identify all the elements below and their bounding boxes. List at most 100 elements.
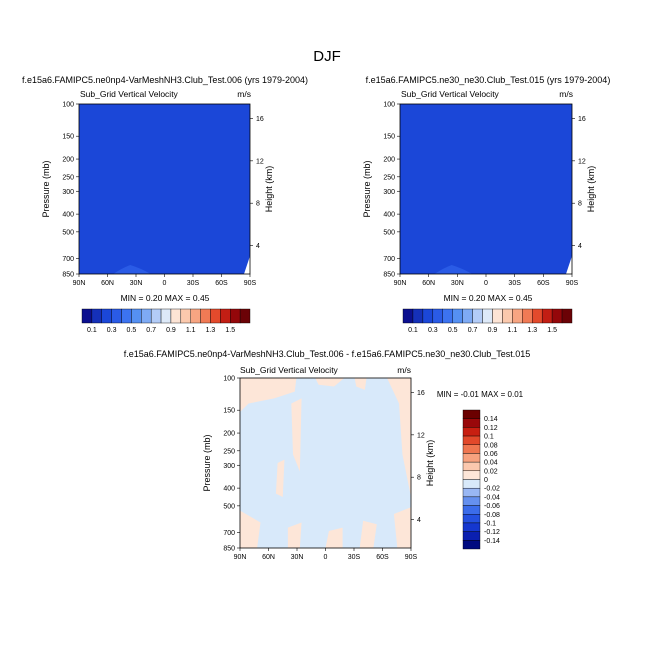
x-tick-label: 60N	[262, 554, 275, 561]
colorbar-swatch	[462, 540, 481, 550]
colorbar-label: 0.1	[87, 327, 97, 334]
plot-area: 100 150 200 250 300 400 500 700 850 16 12 8 4 90N 60N 3…	[202, 376, 435, 562]
panel-subtitle: Sub_Grid Vertical Velocity	[240, 365, 339, 375]
min-max-label: MIN = -0.01 MAX = 0.01	[437, 390, 524, 399]
x-tick-label: 30N	[451, 280, 464, 287]
panel-subtitle: Sub_Grid Vertical Velocity	[80, 89, 179, 99]
y-tick-label: 200	[62, 157, 74, 164]
x-tick-label: 90N	[73, 280, 86, 287]
field-background	[240, 378, 411, 548]
colorbar-swatch	[200, 308, 211, 324]
colorbar-swatch	[462, 453, 481, 463]
y-tick-label: 500	[223, 503, 235, 510]
min-max-label: MIN = 0.20 MAX = 0.45	[121, 293, 210, 303]
units-label: m/s	[237, 89, 251, 99]
y-tick-label: 300	[223, 463, 235, 470]
colorbar-label: 1.1	[507, 327, 517, 334]
colorbar: 0.14 0.12 0.10.08 0.06 0.040.02 0 -0.02-0.04 -0…	[462, 409, 500, 550]
y2-tick-label: 8	[578, 201, 582, 208]
figure-title: DJF	[313, 48, 341, 65]
colorbar-swatch	[462, 461, 481, 472]
colorbar-label: 0.08	[484, 442, 498, 449]
y-tick-label: 150	[383, 134, 395, 141]
colorbar-swatch	[150, 308, 162, 324]
units-label: m/s	[397, 365, 411, 375]
colorbar-label: -0.14	[484, 538, 500, 545]
field-background	[400, 104, 572, 274]
y2-tick-label: 12	[256, 158, 264, 165]
panel-title: f.e15a6.FAMIPC5.ne30_ne30.Club_Test.015 …	[366, 75, 611, 85]
x-tick-label: 0	[484, 280, 488, 287]
x-tick-label: 60S	[376, 554, 389, 561]
min-max-label: MIN = 0.20 MAX = 0.45	[444, 293, 533, 303]
colorbar-label: 1.1	[186, 327, 196, 334]
y2-tick-label: 4	[417, 517, 421, 524]
y-axis-label: Pressure (mb)	[202, 434, 212, 491]
y-tick-label: 700	[223, 530, 235, 537]
y-tick-label: 250	[62, 174, 74, 181]
y2-tick-label: 8	[256, 201, 260, 208]
colorbar-label: -0.12	[484, 529, 500, 536]
y2-axis-label: Height (km)	[586, 166, 596, 213]
y2-tick-label: 8	[417, 475, 421, 482]
x-tick-label: 60N	[422, 280, 435, 287]
colorbar-swatch	[412, 308, 424, 324]
colorbar-swatch	[432, 308, 443, 324]
colorbar-label: -0.06	[484, 503, 500, 510]
colorbar-swatch	[462, 444, 481, 454]
x-tick-label: 90S	[405, 554, 418, 561]
y-tick-label: 400	[223, 486, 235, 493]
colorbar-label: 1.5	[547, 327, 557, 334]
colorbar-label: 0.7	[468, 327, 478, 334]
colorbar-swatch	[101, 308, 112, 324]
colorbar-label: 0.3	[428, 327, 438, 334]
colorbar-swatch	[472, 308, 483, 324]
colorbar-label: -0.08	[484, 512, 500, 519]
colorbar-swatch	[442, 308, 453, 324]
colorbar-swatch	[462, 496, 481, 506]
surface-feature	[113, 265, 151, 274]
positive-region	[359, 520, 377, 548]
y-tick-label: 700	[383, 256, 395, 263]
x-tick-label: 60S	[215, 280, 228, 287]
x-tick-label: 90S	[244, 280, 257, 287]
colorbar-swatch	[522, 308, 533, 324]
x-tick-label: 0	[324, 554, 328, 561]
y-tick-label: 100	[223, 376, 235, 383]
colorbar-swatch	[230, 308, 241, 324]
colorbar-swatch	[462, 514, 481, 524]
colorbar-label: 0.04	[484, 460, 498, 467]
colorbar-label: 0.02	[484, 468, 498, 475]
y2-tick-label: 16	[417, 390, 425, 397]
colorbar-label: 0.9	[488, 327, 498, 334]
y2-axis-label: Height (km)	[264, 166, 274, 213]
colorbar-swatch	[462, 435, 481, 445]
y2-tick-label: 16	[578, 116, 586, 123]
colorbar-label: 0	[484, 477, 488, 484]
colorbar-swatch	[462, 308, 473, 324]
colorbar-label: 0.3	[107, 327, 117, 334]
x-tick-label: 90N	[394, 280, 407, 287]
missing-data	[244, 256, 250, 274]
positive-region	[287, 522, 302, 548]
y2-axis-label: Height (km)	[425, 440, 435, 487]
colorbar-swatch	[551, 308, 563, 324]
colorbar-swatch	[190, 308, 201, 324]
panel-model-b: f.e15a6.FAMIPC5.ne30_ne30.Club_Test.015 …	[362, 75, 610, 334]
panel-difference: f.e15a6.FAMIPC5.ne0np4-VarMeshNH3.Club_T…	[124, 349, 531, 561]
positive-region	[240, 510, 261, 548]
colorbar-swatch	[141, 308, 152, 324]
y-tick-label: 250	[383, 174, 395, 181]
colorbar-swatch	[81, 308, 93, 324]
colorbar-swatch	[462, 487, 481, 498]
colorbar-swatch	[131, 308, 142, 324]
x-tick-label: 30N	[291, 554, 304, 561]
colorbar-swatch	[452, 308, 463, 324]
y-tick-label: 500	[62, 229, 74, 236]
colorbar-label: 0.1	[484, 434, 494, 441]
positive-region	[354, 378, 367, 390]
x-tick-label: 90S	[566, 280, 579, 287]
colorbar-swatch	[462, 470, 481, 480]
x-tick-label: 30S	[508, 280, 521, 287]
colorbar-swatch	[220, 308, 231, 324]
